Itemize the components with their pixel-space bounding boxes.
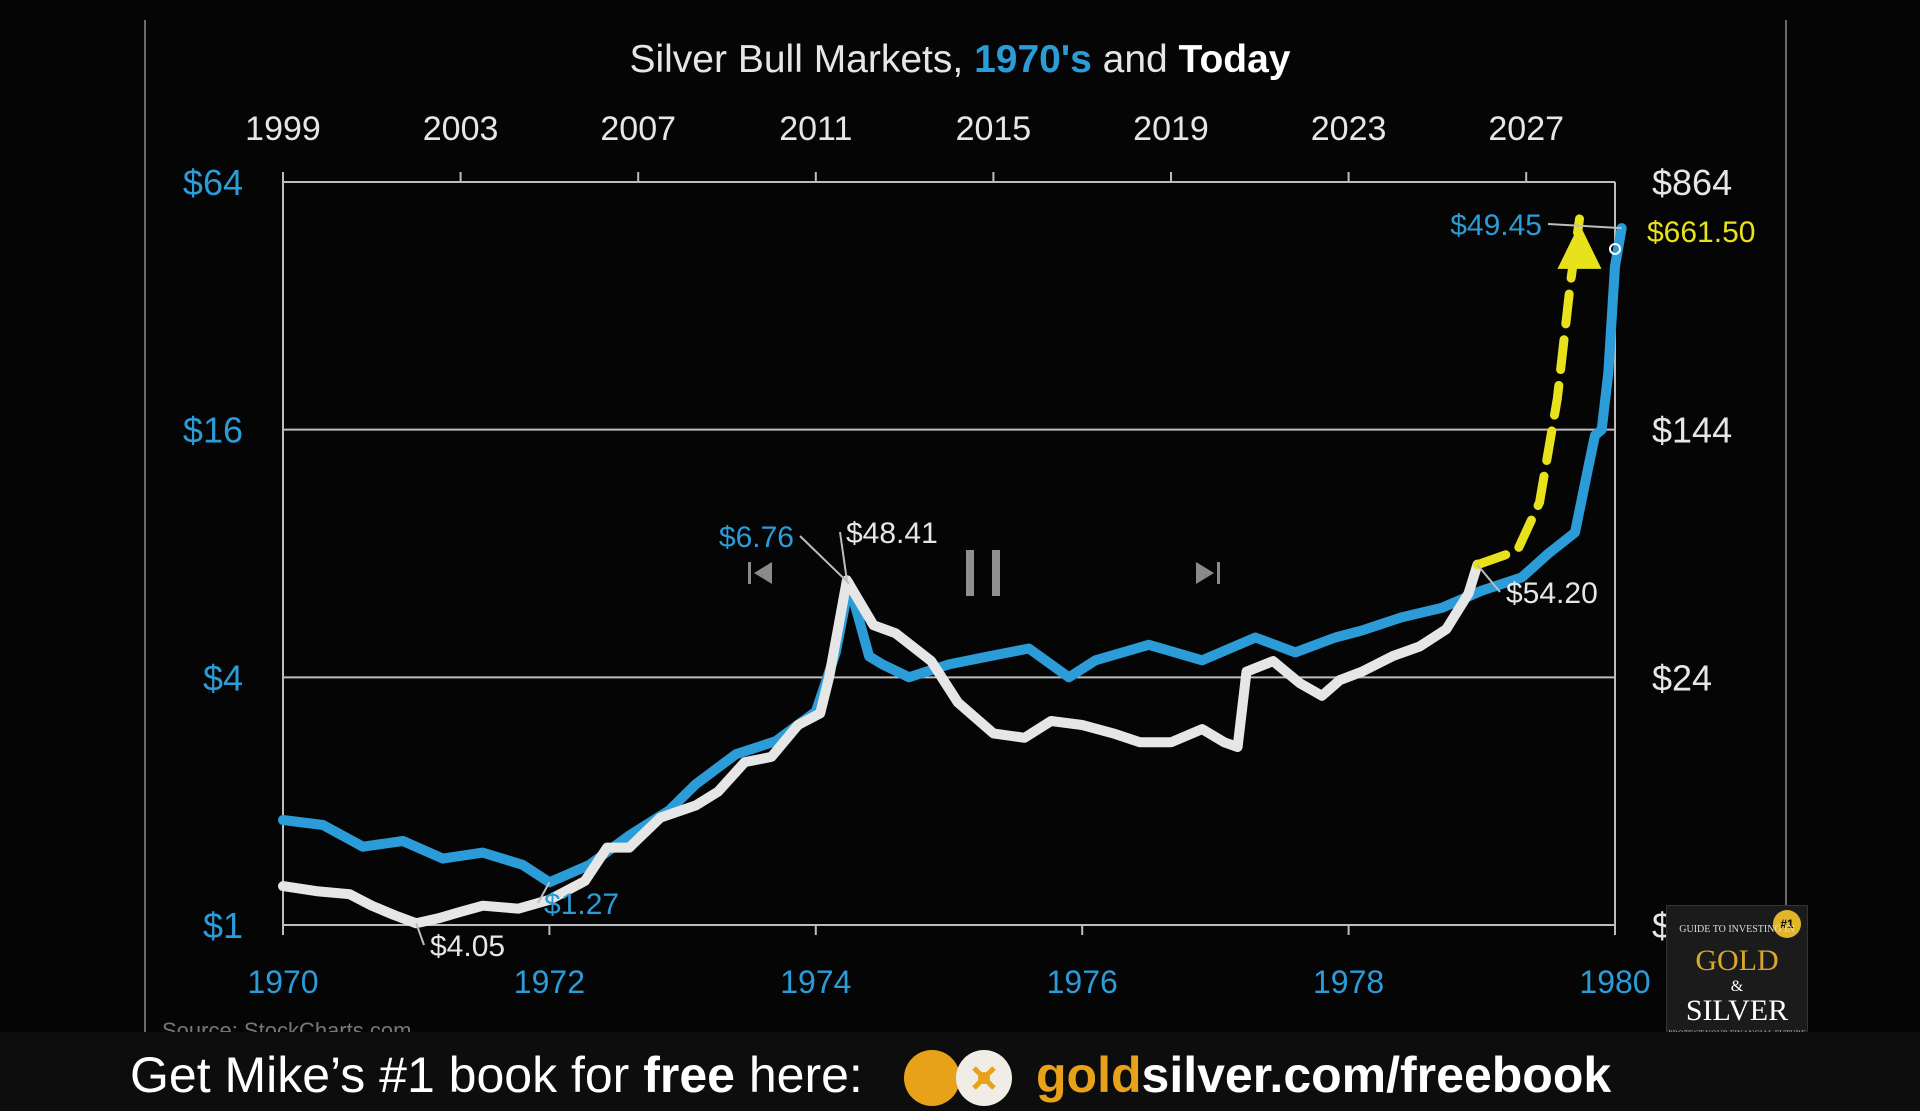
- chart-title: Silver Bull Markets, 1970's and Today: [629, 38, 1290, 81]
- skip-back-icon[interactable]: [746, 558, 776, 588]
- label-peak-1974: $6.76: [719, 521, 794, 554]
- pause-icon[interactable]: [964, 548, 1004, 598]
- series-line-today: [278, 559, 1483, 929]
- bestseller-badge: #1: [1773, 910, 1801, 938]
- bottom-x-tick-label: 1976: [1047, 964, 1118, 1000]
- silver-bull-chart: Silver Bull Markets, 1970's and Today $1…: [144, 20, 1787, 1035]
- cursor-marker-icon: [1609, 242, 1621, 255]
- label-end-today-leader: [1476, 564, 1501, 593]
- bottom-x-tick-label: 1980: [1579, 964, 1650, 1000]
- label-low-2001: $4.05: [430, 930, 505, 963]
- book-silver-word: SILVER: [1685, 994, 1789, 1027]
- label-end-1980-leader: [1547, 223, 1622, 230]
- source-note: Source: StockCharts.com: [162, 1018, 411, 1035]
- projection-dashed-line: [1472, 214, 1584, 570]
- book-gold-word: GOLD: [1695, 944, 1779, 977]
- bottom-x-tick-label: 1978: [1313, 964, 1384, 1000]
- label-low-1972: $1.27: [544, 888, 619, 921]
- bottom-x-tick-label: 1972: [514, 964, 585, 1000]
- top-x-tick-label: 2015: [956, 110, 1032, 148]
- top-x-tick-label: 1999: [245, 110, 321, 148]
- left-y-tick-label: $4: [203, 657, 243, 698]
- left-y-tick-label: $1: [203, 905, 243, 946]
- label-peak-2011: $48.41: [846, 517, 938, 550]
- label-peak-2011-leader: [839, 531, 848, 581]
- label-end-1980: $49.45: [1450, 209, 1542, 242]
- annotation-layer: $6.76 $48.41 $1.27 $4.05 $54.20 $49.45 $661.50: [415, 209, 1755, 963]
- book-ampersand: &: [1730, 978, 1744, 995]
- goldsilver-logo-icon: [900, 1050, 1020, 1108]
- top-x-tick-label: 2019: [1133, 110, 1209, 148]
- promo-url-link[interactable]: goldsilver.com/freebook: [1036, 1047, 1612, 1103]
- right-y-tick-label: $24: [1652, 657, 1712, 698]
- projection-arrowhead: [1557, 223, 1602, 269]
- top-x-tick-label: 2003: [423, 110, 499, 148]
- top-x-tick-label: 2011: [779, 110, 852, 148]
- label-end-today: $54.20: [1506, 577, 1598, 610]
- right-y-tick-label: $144: [1652, 410, 1732, 451]
- top-x-tick-label: 2007: [600, 110, 676, 148]
- label-peak-1974-leader: [799, 535, 850, 585]
- skip-forward-icon[interactable]: [1192, 558, 1222, 588]
- series-line-1970s: [278, 223, 1627, 888]
- top-x-tick-label: 2027: [1488, 110, 1564, 148]
- label-low-2001-leader: [415, 922, 425, 946]
- right-y-tick-label: $864: [1652, 162, 1732, 203]
- left-y-tick-label: $64: [183, 162, 243, 203]
- left-y-tick-label: $16: [183, 410, 243, 451]
- book-subtitle: GUIDE TO INVESTING IN: [1679, 924, 1795, 935]
- label-low-1972-leader: [537, 881, 551, 904]
- bottom-x-tick-label: 1974: [780, 964, 851, 1000]
- bottom-x-tick-label: 1970: [247, 964, 318, 1000]
- series-layer: [278, 214, 1627, 929]
- label-projection-target: $661.50: [1647, 216, 1755, 249]
- promo-banner-text: Get Mike’s #1 book for free here:: [130, 1047, 863, 1103]
- top-x-tick-label: 2023: [1311, 110, 1387, 148]
